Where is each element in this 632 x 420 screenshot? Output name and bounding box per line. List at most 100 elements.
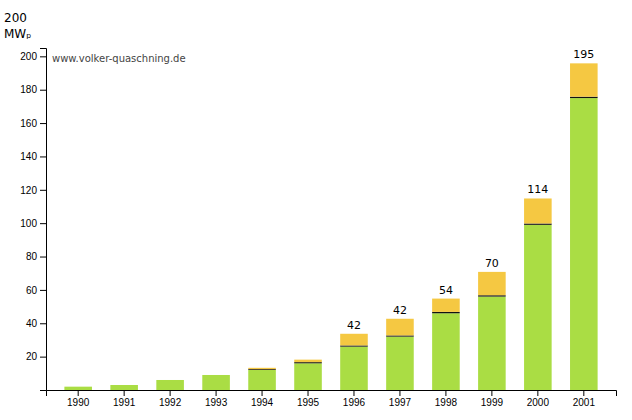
series <box>248 97 597 370</box>
tick: 2001 <box>573 390 596 408</box>
tick: 1999 <box>481 390 504 408</box>
tick-mark <box>124 390 125 396</box>
tick-label: 100 <box>20 218 37 229</box>
bar-segment <box>524 225 552 390</box>
tick-mark <box>40 56 46 57</box>
tick: 1992 <box>159 390 182 408</box>
tick-label: 1993 <box>205 397 228 408</box>
tick-mark <box>40 90 46 91</box>
tick-mark <box>40 190 46 191</box>
data-label: 70 <box>485 257 499 270</box>
tick-mark <box>40 357 46 358</box>
tick-label: 180 <box>20 84 37 95</box>
chart: 4242547011419519901991199219931994199519… <box>0 0 632 420</box>
bar-segment <box>386 319 414 336</box>
bar-segment <box>570 63 598 96</box>
tick: 200 <box>20 51 46 62</box>
tick-mark <box>262 390 263 396</box>
bar-segment <box>156 380 184 390</box>
tick: 180 <box>20 84 46 95</box>
bar-segment <box>294 360 322 363</box>
tick-label: 160 <box>20 118 37 129</box>
tick-label: 1991 <box>113 397 136 408</box>
tick-label: 2000 <box>527 397 550 408</box>
tick: 40 <box>26 318 46 329</box>
bar-segment <box>432 299 460 312</box>
tick: 1990 <box>67 390 90 408</box>
bar-segment <box>248 370 276 390</box>
tick-label: 1994 <box>251 397 274 408</box>
bar-segment <box>478 295 506 296</box>
bar-segment <box>386 337 414 390</box>
tick: 1994 <box>251 390 274 408</box>
tick-label: 1999 <box>481 397 504 408</box>
tick-mark <box>40 223 46 224</box>
y-axis-label: MWₚ <box>4 27 31 41</box>
data-label: 42 <box>393 304 407 317</box>
tick-mark <box>353 390 354 396</box>
tick-mark <box>491 390 492 396</box>
tick: 80 <box>26 251 46 262</box>
bar-segment <box>340 334 368 346</box>
data-label: 195 <box>573 48 594 61</box>
tick-mark <box>40 290 46 291</box>
bar-segment <box>294 363 322 390</box>
annotation: 200 <box>4 11 27 25</box>
tick-label: 140 <box>20 151 37 162</box>
data-labels: 42425470114195 <box>347 48 594 331</box>
tick-mark <box>40 123 46 124</box>
tick-label: 120 <box>20 185 37 196</box>
tick-mark <box>78 390 79 396</box>
tick-mark <box>308 390 309 396</box>
tick: 2000 <box>527 390 550 408</box>
bar-segment <box>340 345 368 346</box>
bar-segment <box>110 384 138 385</box>
bar-segment <box>432 313 460 390</box>
tick-mark <box>40 257 46 258</box>
bar-segment <box>294 362 322 363</box>
tick-mark <box>40 323 46 324</box>
bar-segment <box>202 375 230 390</box>
chart-container: 4242547011419519901991199219931994199519… <box>0 0 632 420</box>
tick-mark <box>583 390 584 396</box>
bar-segment <box>340 347 368 390</box>
bar-segment <box>248 369 276 371</box>
bar-segment <box>478 297 506 390</box>
axis-line <box>40 49 47 391</box>
bar-segment <box>202 374 230 375</box>
bar-segment <box>64 387 92 390</box>
tick-label: 1990 <box>67 397 90 408</box>
tick: 20 <box>26 351 46 362</box>
bar-segment <box>386 335 414 336</box>
texts: MWₚ 200 www.volker-quaschning.de <box>4 11 186 64</box>
tick-mark <box>399 390 400 396</box>
bar-segment <box>64 386 92 387</box>
series <box>64 98 597 390</box>
bar-segment <box>432 312 460 313</box>
tick-label: 1996 <box>343 397 366 408</box>
data-label: 42 <box>347 319 361 332</box>
annotation: www.volker-quaschning.de <box>52 53 186 64</box>
tick-label: 1997 <box>389 397 412 408</box>
tick-mark <box>170 390 171 396</box>
bar-segment <box>156 379 184 380</box>
tick-label: 1992 <box>159 397 182 408</box>
bar-segment <box>248 368 276 369</box>
tick: 1993 <box>205 390 228 408</box>
bar-segment <box>478 272 506 295</box>
tick: 1996 <box>343 390 366 408</box>
tick-mark <box>40 156 46 157</box>
tick-mark <box>216 390 217 396</box>
x-axis: 1990199119921993199419951996199719981999… <box>47 390 617 408</box>
tick-label: 60 <box>26 285 38 296</box>
data-label: 114 <box>527 183 548 196</box>
tick-mark <box>537 390 538 396</box>
bar-segment <box>110 385 138 390</box>
tick: 1998 <box>435 390 458 408</box>
tick-label: 2001 <box>573 397 596 408</box>
bars <box>64 63 597 390</box>
tick: 120 <box>20 185 46 196</box>
bar-segment <box>570 98 598 390</box>
bar-segment <box>524 198 552 223</box>
tick: 1997 <box>389 390 412 408</box>
